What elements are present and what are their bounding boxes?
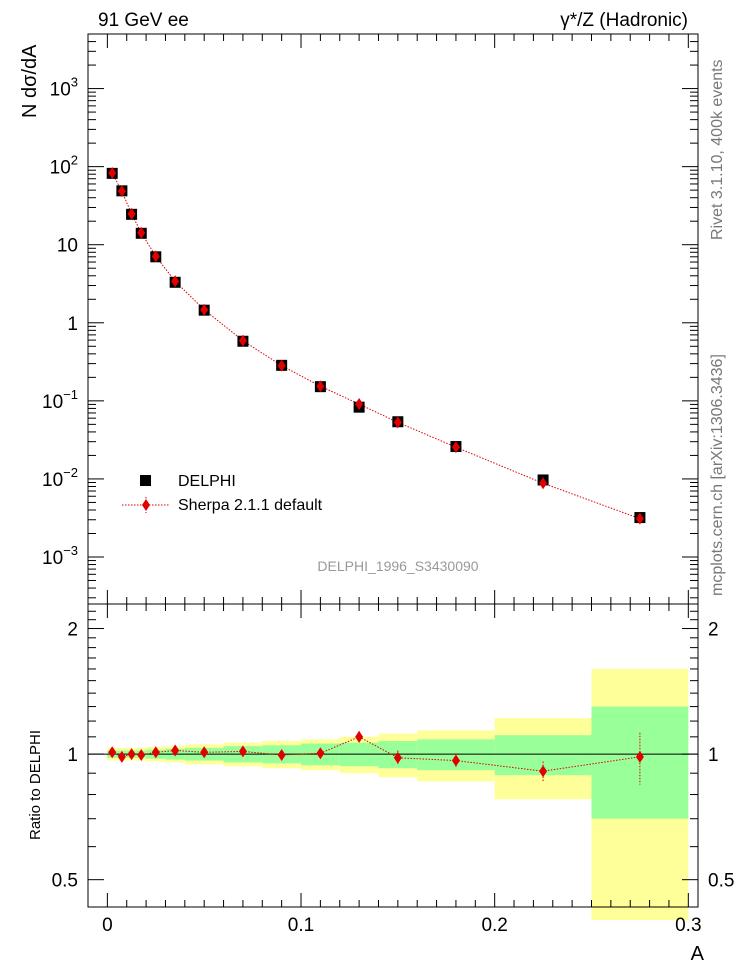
main-frame xyxy=(87,33,699,605)
mc-point xyxy=(137,226,146,239)
ratio-mc-point xyxy=(355,730,364,743)
ratio-mc-point xyxy=(137,749,146,762)
ratio-y-tick-label-right: 1 xyxy=(708,745,719,766)
y-tick-label: 10−2 xyxy=(42,465,78,491)
x-tick-label: 0.3 xyxy=(675,915,701,936)
y-tick-label: 10−1 xyxy=(42,387,78,413)
mc-point xyxy=(151,250,160,263)
ratio-mc-point xyxy=(108,746,117,759)
legend-data-marker xyxy=(140,475,151,486)
mc-point xyxy=(355,398,364,411)
mc-point xyxy=(316,380,325,393)
header-right: γ*/Z (Hadronic) xyxy=(560,10,688,31)
mc-line xyxy=(111,172,641,520)
ratio-mc-point xyxy=(635,750,644,763)
x-tick-label: 0.2 xyxy=(481,915,507,936)
ratio-mc-point xyxy=(316,747,325,760)
ratio-y-tick-label-left: 0.5 xyxy=(52,871,78,892)
y-tick-label: 10 xyxy=(57,236,78,257)
x-axis-title: A xyxy=(691,943,705,965)
main-y-axis-title: N dσ/dA xyxy=(19,44,41,118)
ratio-y-tick-label-right: 2 xyxy=(708,620,719,641)
x-tick-label: 0.1 xyxy=(288,915,314,936)
mc-point xyxy=(238,334,247,347)
ratio-y-axis-title: Ratio to DELPHI xyxy=(27,730,44,840)
ratio-panel: 0 0.1 0.2 0.3 0.5 0.5 1 1 2 2 xyxy=(52,603,734,936)
analysis-watermark: DELPHI_1996_S3430090 xyxy=(317,558,478,574)
legend-mc-label: Sherpa 2.1.1 default xyxy=(178,497,323,514)
y-tick-label: 10−3 xyxy=(42,543,78,569)
ratio-mc-point xyxy=(117,750,126,763)
legend-data-label: DELPHI xyxy=(178,473,236,490)
ratio-y-tick-label-right: 0.5 xyxy=(708,871,734,892)
source-note: mcplots.cern.ch [arXiv:1306.3436] xyxy=(709,354,726,596)
y-tick-label: 102 xyxy=(50,153,78,179)
mc-point xyxy=(117,185,126,198)
ratio-y-tick-label-left: 1 xyxy=(67,745,78,766)
ratio-mc-point xyxy=(171,744,180,757)
mc-point xyxy=(127,207,136,220)
ratio-frame xyxy=(87,603,699,908)
mc-point xyxy=(393,416,402,429)
ratio-mc-point xyxy=(151,746,160,759)
mc-point xyxy=(277,359,286,372)
ratio-mc-point xyxy=(277,749,286,762)
ratio-mc-point xyxy=(127,748,136,761)
ratio-y-tick-label-left: 2 xyxy=(67,620,78,641)
header-left: 91 GeV ee xyxy=(98,10,189,31)
mc-point xyxy=(171,275,180,288)
ratio-mc-point xyxy=(200,746,209,759)
ratio-mc-point xyxy=(539,765,548,778)
legend-mc-marker xyxy=(142,499,150,511)
rivet-version-note: Rivet 3.1.10, 400k events xyxy=(709,59,726,240)
ratio-mc-point xyxy=(451,754,460,767)
mc-point xyxy=(539,477,548,490)
mc-point xyxy=(635,512,644,525)
mc-point xyxy=(200,303,209,316)
ratio-mc-point xyxy=(238,745,247,758)
main-panel: 10−3 10−2 10−1 1 10 102 103 xyxy=(42,33,699,605)
x-tick-label: 0 xyxy=(102,915,113,936)
mc-point xyxy=(108,166,117,179)
y-tick-label: 103 xyxy=(50,75,78,101)
mc-point xyxy=(451,441,460,454)
y-tick-label: 1 xyxy=(67,314,78,335)
ratio-mc-point xyxy=(393,751,402,764)
